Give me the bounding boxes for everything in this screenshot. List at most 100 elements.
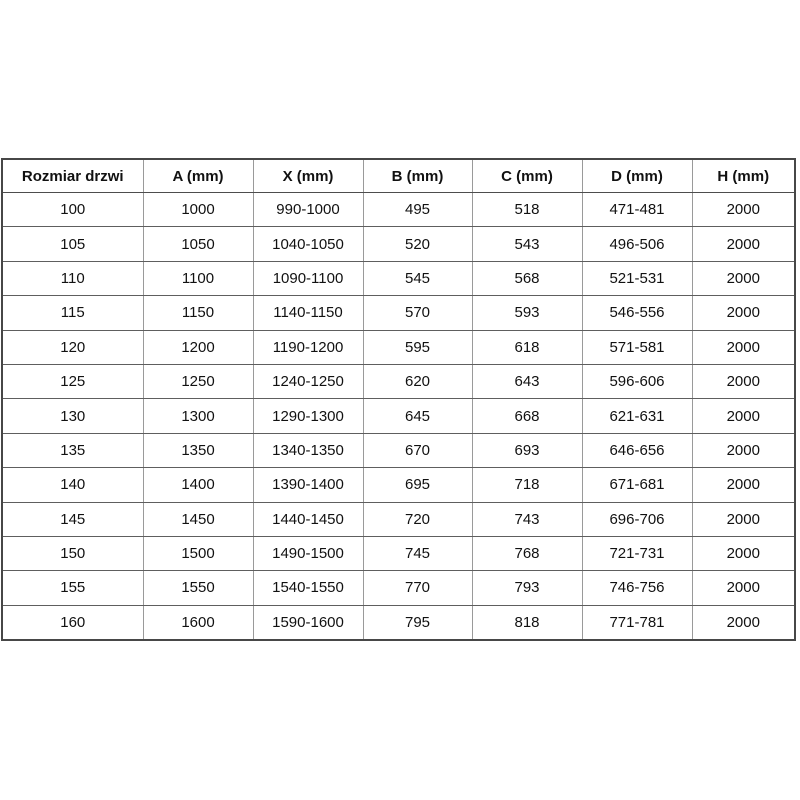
table-cell: 746-756 [581,570,693,606]
table-cell: 2000 [691,226,796,262]
table-cell: 160 [1,604,144,641]
table-cell: 1500 [142,535,254,572]
table-cell: 1450 [142,501,254,537]
table-cell: 2000 [691,432,796,469]
table-cell: 595 [362,329,473,365]
table-cell: 496-506 [581,226,693,262]
table-cell: 100 [1,191,144,228]
table-cell: 990-1000 [252,191,364,228]
table-cell: 1150 [142,295,254,331]
table-row: 105 1050 1040-1050 520 543 496-506 2000 [1,226,796,262]
table-cell: 2000 [691,260,796,297]
table-cell: 596-606 [581,363,693,400]
table-cell: 471-481 [581,191,693,228]
table-cell: 155 [1,570,144,606]
table-cell: 1140-1150 [252,295,364,331]
table-cell: 818 [471,604,583,641]
table-row: 100 1000 990-1000 495 518 471-481 2000 [1,191,796,228]
column-header-a-mm: A (mm) [142,158,254,193]
table-cell: 2000 [691,191,796,228]
table-row: 140 1400 1390-1400 695 718 671-681 2000 [1,467,796,503]
table-cell: 115 [1,295,144,331]
table-cell: 1490-1500 [252,535,364,572]
table-cell: 545 [362,260,473,297]
table-cell: 593 [471,295,583,331]
table-row: 135 1350 1340-1350 670 693 646-656 2000 [1,432,796,469]
table-cell: 646-656 [581,432,693,469]
table-cell: 571-581 [581,329,693,365]
table-cell: 2000 [691,295,796,331]
table-row: 110 1100 1090-1100 545 568 521-531 2000 [1,260,796,297]
table-cell: 570 [362,295,473,331]
table-cell: 770 [362,570,473,606]
table-cell: 521-531 [581,260,693,297]
table-row: 155 1550 1540-1550 770 793 746-756 2000 [1,570,796,606]
table-cell: 2000 [691,604,796,641]
table-cell: 1050 [142,226,254,262]
column-header-rozmiar-drzwi: Rozmiar drzwi [1,158,144,193]
table-cell: 1440-1450 [252,501,364,537]
header-row: Rozmiar drzwi A (mm) X (mm) B (mm) C (mm… [1,158,796,193]
table-cell: 645 [362,398,473,434]
table-cell: 1090-1100 [252,260,364,297]
table-cell: 1290-1300 [252,398,364,434]
table-cell: 2000 [691,398,796,434]
table-cell: 720 [362,501,473,537]
table-cell: 621-631 [581,398,693,434]
table-cell: 795 [362,604,473,641]
table-cell: 1550 [142,570,254,606]
table-cell: 768 [471,535,583,572]
table-cell: 140 [1,467,144,503]
column-header-b-mm: B (mm) [362,158,473,193]
table-body: 100 1000 990-1000 495 518 471-481 2000 105 1050 1… [1,191,796,641]
table-row: 125 1250 1240-1250 620 643 596-606 2000 [1,363,796,400]
table-cell: 1540-1550 [252,570,364,606]
column-header-h-mm: H (mm) [691,158,796,193]
table-cell: 1040-1050 [252,226,364,262]
table-cell: 1100 [142,260,254,297]
table-cell: 150 [1,535,144,572]
table-row: 150 1500 1490-1500 745 768 721-731 2000 [1,535,796,572]
table-cell: 1340-1350 [252,432,364,469]
table-cell: 671-681 [581,467,693,503]
table-cell: 120 [1,329,144,365]
table-row: 145 1450 1440-1450 720 743 696-706 2000 [1,501,796,537]
table-cell: 2000 [691,329,796,365]
table-cell: 696-706 [581,501,693,537]
table-cell: 2000 [691,467,796,503]
table-cell: 718 [471,467,583,503]
table-cell: 643 [471,363,583,400]
table-cell: 135 [1,432,144,469]
table-cell: 1400 [142,467,254,503]
table-cell: 695 [362,467,473,503]
table-cell: 1240-1250 [252,363,364,400]
table-cell: 543 [471,226,583,262]
table-cell: 620 [362,363,473,400]
table-cell: 1350 [142,432,254,469]
table-cell: 2000 [691,501,796,537]
table-cell: 495 [362,191,473,228]
table-cell: 743 [471,501,583,537]
table-row: 115 1150 1140-1150 570 593 546-556 2000 [1,295,796,331]
table-cell: 2000 [691,570,796,606]
table-cell: 105 [1,226,144,262]
table-cell: 1390-1400 [252,467,364,503]
table-row: 130 1300 1290-1300 645 668 621-631 2000 [1,398,796,434]
table-cell: 130 [1,398,144,434]
table-cell: 145 [1,501,144,537]
table-cell: 745 [362,535,473,572]
column-header-c-mm: C (mm) [471,158,583,193]
table-cell: 693 [471,432,583,469]
table-cell: 1200 [142,329,254,365]
table-cell: 1190-1200 [252,329,364,365]
table-cell: 668 [471,398,583,434]
table-cell: 721-731 [581,535,693,572]
table-cell: 1250 [142,363,254,400]
table-cell: 2000 [691,535,796,572]
table-cell: 110 [1,260,144,297]
table-cell: 1000 [142,191,254,228]
table-cell: 1600 [142,604,254,641]
table-cell: 1300 [142,398,254,434]
column-header-d-mm: D (mm) [581,158,693,193]
